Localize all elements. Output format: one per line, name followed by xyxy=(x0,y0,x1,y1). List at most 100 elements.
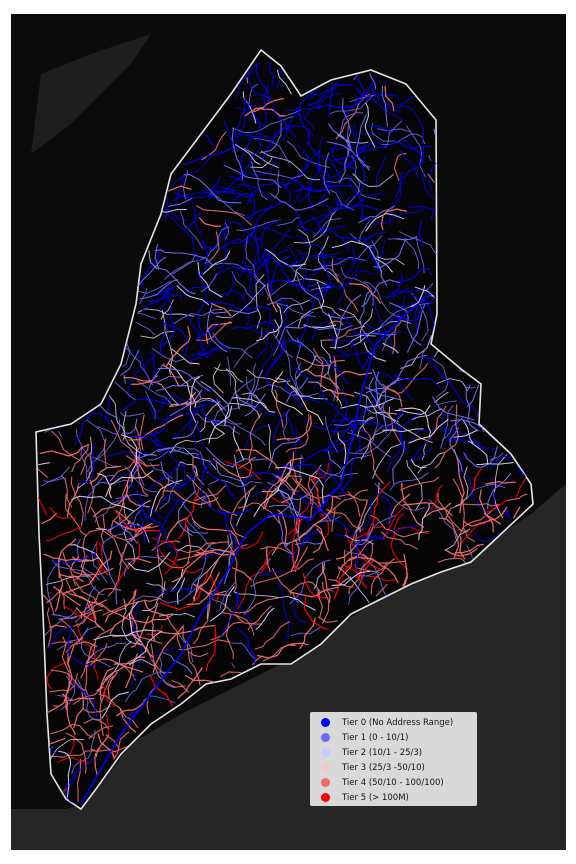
road-segment xyxy=(360,560,374,579)
road-segment xyxy=(396,236,418,241)
road-segment xyxy=(193,484,228,502)
road-segment xyxy=(213,379,254,426)
road-segment xyxy=(177,632,194,663)
road-segment xyxy=(152,626,184,673)
road-segment xyxy=(288,502,311,536)
road-segment xyxy=(124,671,173,702)
road-segment xyxy=(143,599,169,617)
road-segment xyxy=(389,472,429,491)
road-segment xyxy=(340,267,374,307)
road-segment xyxy=(140,331,175,339)
road-segment xyxy=(258,279,302,293)
road-segment xyxy=(381,295,406,328)
road-segment xyxy=(337,436,361,498)
legend-marker-icon xyxy=(321,793,330,802)
road-segment xyxy=(70,680,98,716)
road-segment xyxy=(237,150,260,181)
road-segment xyxy=(323,152,331,195)
road-segment xyxy=(124,558,152,564)
road-segment xyxy=(165,326,191,368)
road-segment xyxy=(337,432,347,464)
road-segment xyxy=(262,488,288,504)
road-segment xyxy=(200,273,218,293)
road-segment xyxy=(192,583,231,596)
road-segment xyxy=(286,377,309,403)
road-segment xyxy=(382,342,399,354)
map-frame[interactable] xyxy=(11,14,566,850)
road-segment xyxy=(364,407,398,415)
road-segment xyxy=(439,517,460,558)
road-segment xyxy=(393,153,407,181)
road-segment xyxy=(231,458,269,469)
road-segment xyxy=(503,510,509,519)
road-segment xyxy=(161,309,174,376)
road-segment xyxy=(245,393,267,417)
road-segment xyxy=(130,591,155,659)
road-segment xyxy=(427,359,450,384)
road-segment xyxy=(493,453,508,519)
road-segment xyxy=(91,541,108,583)
road-segment xyxy=(287,530,320,559)
road-segment xyxy=(210,420,225,435)
road-segment xyxy=(277,109,301,117)
road-segment xyxy=(240,130,253,177)
road-segment xyxy=(74,412,111,445)
road-segment xyxy=(371,240,383,276)
road-segment xyxy=(420,356,436,359)
road-segment xyxy=(276,69,292,95)
road-segment xyxy=(355,75,378,104)
road-segment xyxy=(406,303,426,353)
map-canvas[interactable] xyxy=(11,14,566,850)
road-segment xyxy=(70,476,84,526)
road-segment xyxy=(400,412,420,452)
road-segment xyxy=(244,423,274,448)
road-segment xyxy=(312,217,341,238)
road-segment xyxy=(489,452,504,461)
road-segment xyxy=(163,467,196,499)
road-segment xyxy=(467,440,489,465)
road-segment xyxy=(182,145,236,166)
road-segment xyxy=(395,146,425,199)
road-segment xyxy=(223,120,239,152)
road-segment xyxy=(139,287,148,305)
road-segment xyxy=(400,476,440,491)
road-segment xyxy=(125,346,154,386)
road-segment xyxy=(471,468,482,492)
road-segment xyxy=(89,465,122,484)
road-segment xyxy=(234,613,255,636)
road-segment xyxy=(365,354,428,394)
road-segment xyxy=(182,501,201,530)
road-segment xyxy=(224,222,230,240)
road-segment xyxy=(476,462,514,466)
road-segment xyxy=(408,205,432,210)
road-segment xyxy=(76,758,82,802)
road-segment xyxy=(75,622,99,680)
road-segment xyxy=(43,466,71,482)
road-segment xyxy=(270,125,316,148)
road-segment xyxy=(176,544,204,552)
road-segment xyxy=(305,368,340,389)
road-segment xyxy=(428,162,437,190)
road-segment xyxy=(285,377,304,407)
road-segment xyxy=(303,597,328,631)
road-segment xyxy=(321,193,386,209)
road-segment xyxy=(212,332,254,359)
road-segment xyxy=(150,262,196,295)
road-segment xyxy=(264,451,295,509)
road-segment xyxy=(186,212,201,230)
road-segment xyxy=(422,170,435,200)
road-segment xyxy=(162,364,180,387)
road-segment xyxy=(267,424,272,460)
road-segment xyxy=(157,292,183,301)
road-segment xyxy=(231,270,256,301)
road-segment xyxy=(107,543,128,597)
road-segment xyxy=(353,74,358,81)
road-segment xyxy=(51,613,77,620)
road-segment xyxy=(270,256,291,297)
road-segment xyxy=(130,522,153,542)
road-segment xyxy=(290,642,309,646)
road-segment xyxy=(113,520,152,531)
road-segment xyxy=(87,471,95,514)
road-segment xyxy=(230,221,262,241)
road-segment xyxy=(196,341,225,356)
